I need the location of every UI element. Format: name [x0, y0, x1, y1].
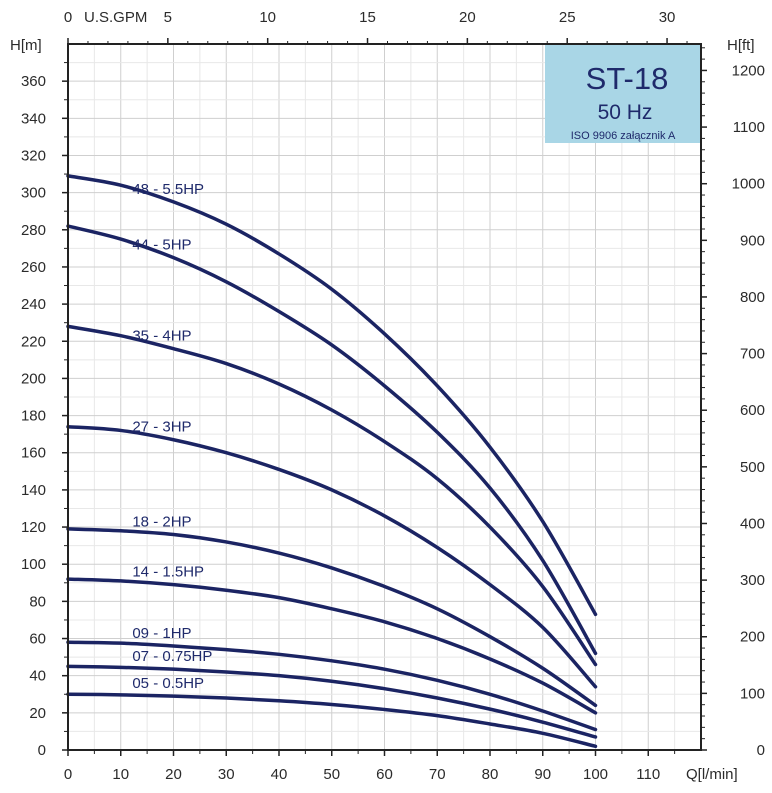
model-standard: ISO 9906 załącznik A: [571, 130, 676, 142]
grid: [68, 44, 701, 750]
y-tick-label: 220: [21, 333, 46, 350]
y2-tick-label: 1000: [732, 176, 765, 193]
y-tick-label: 300: [21, 185, 46, 202]
y-tick-label: 120: [21, 519, 46, 536]
top-axis-label: U.S.GPM: [84, 9, 147, 26]
curve-label: 44 - 5HP: [132, 237, 191, 254]
y-tick-label: 340: [21, 110, 46, 127]
pump-curve: [66, 174, 598, 617]
pump-curve: [66, 527, 598, 708]
y-tick-label: 240: [21, 296, 46, 313]
curve-label: 14 - 1.5HP: [132, 564, 204, 581]
y-tick-label: 180: [21, 408, 46, 425]
y2-tick-label: 100: [740, 685, 765, 702]
curve-label: 18 - 2HP: [132, 513, 191, 530]
pump-curve: [66, 692, 598, 749]
y2-tick-label: 700: [740, 346, 765, 363]
x-tick-label: 30: [218, 766, 235, 783]
y2-tick-label: 1100: [733, 119, 765, 136]
top-tick-label: 0: [64, 9, 72, 26]
curve-labels: 48 - 5.5HP 44 - 5HP 35 - 4HP 27 - 3HP 18 - 2…: [132, 181, 212, 692]
y-tick-label: 140: [21, 482, 46, 499]
y2-tick-label: 1200: [732, 62, 765, 79]
y-tick-label: 200: [21, 370, 46, 387]
y-axis-label: H[m]: [10, 37, 42, 54]
x-tick-label: 40: [271, 766, 288, 783]
x-tick-label: 110: [636, 766, 660, 783]
curve-label: 35 - 4HP: [132, 328, 191, 345]
y2-tick-label: 900: [740, 232, 765, 249]
pump-curve: [66, 640, 598, 732]
y2-tick-label: 500: [740, 459, 765, 476]
y-tick-label: 20: [29, 705, 46, 722]
y2-tick-label: 600: [740, 402, 765, 419]
x-axis-label: Q[l/min]: [686, 766, 738, 783]
x-tick-label: 70: [429, 766, 446, 783]
pump-curve: [66, 577, 598, 715]
curves: [66, 174, 598, 749]
pump-curve: [66, 324, 598, 667]
y2-tick-label: 400: [740, 515, 765, 532]
y-tick-label: 160: [21, 445, 46, 462]
y-tick-label: 80: [29, 593, 46, 610]
curve-label: 48 - 5.5HP: [132, 181, 204, 198]
x-tick-label: 10: [112, 766, 129, 783]
top-tick-label: 25: [559, 9, 576, 26]
curve-label: 07 - 0.75HP: [132, 648, 212, 665]
top-tick-label: 20: [459, 9, 476, 26]
y-tick-label: 40: [29, 668, 46, 685]
y-tick-label: 0: [38, 742, 46, 759]
y2-axis-label: H[ft]: [727, 37, 755, 54]
x-tick-label: 90: [534, 766, 551, 783]
pump-curve: [66, 424, 598, 689]
pump-curve: [66, 664, 598, 739]
y2-tick-label: 0: [757, 742, 765, 759]
x-tick-label: 50: [323, 766, 340, 783]
model-info-background: [545, 44, 701, 143]
model-name: ST-18: [586, 61, 669, 96]
y-tick-label: 280: [21, 222, 46, 239]
top-tick-label: 10: [259, 9, 276, 26]
axis-ticks: 0 10 20 30 40 50 60 70 80 90 100 1100 5 10 15 20 25 30020…: [21, 9, 765, 783]
top-tick-label: 15: [359, 9, 376, 26]
curve-label: 09 - 1HP: [132, 625, 191, 642]
curve-label: 05 - 0.5HP: [132, 675, 204, 692]
y2-tick-label: 300: [740, 572, 765, 589]
x-tick-label: 80: [482, 766, 499, 783]
x-tick-label: 0: [64, 766, 72, 783]
y-tick-label: 60: [29, 631, 46, 648]
y2-tick-label: 200: [740, 629, 765, 646]
y-tick-label: 100: [21, 556, 46, 573]
x-tick-label: 20: [165, 766, 182, 783]
x-tick-label: 60: [376, 766, 393, 783]
top-tick-label: 5: [164, 9, 172, 26]
y2-tick-label: 800: [740, 289, 765, 306]
top-tick-label: 30: [659, 9, 676, 26]
pump-curve: [66, 224, 598, 656]
curve-label: 27 - 3HP: [132, 419, 191, 436]
model-frequency: 50 Hz: [598, 101, 653, 124]
model-info-box: ST-18 50 Hz ISO 9906 załącznik A: [545, 44, 701, 143]
y-tick-label: 320: [21, 147, 46, 164]
x-tick-label: 100: [583, 766, 608, 783]
y-tick-label: 360: [21, 73, 46, 90]
y-tick-label: 260: [21, 259, 46, 276]
